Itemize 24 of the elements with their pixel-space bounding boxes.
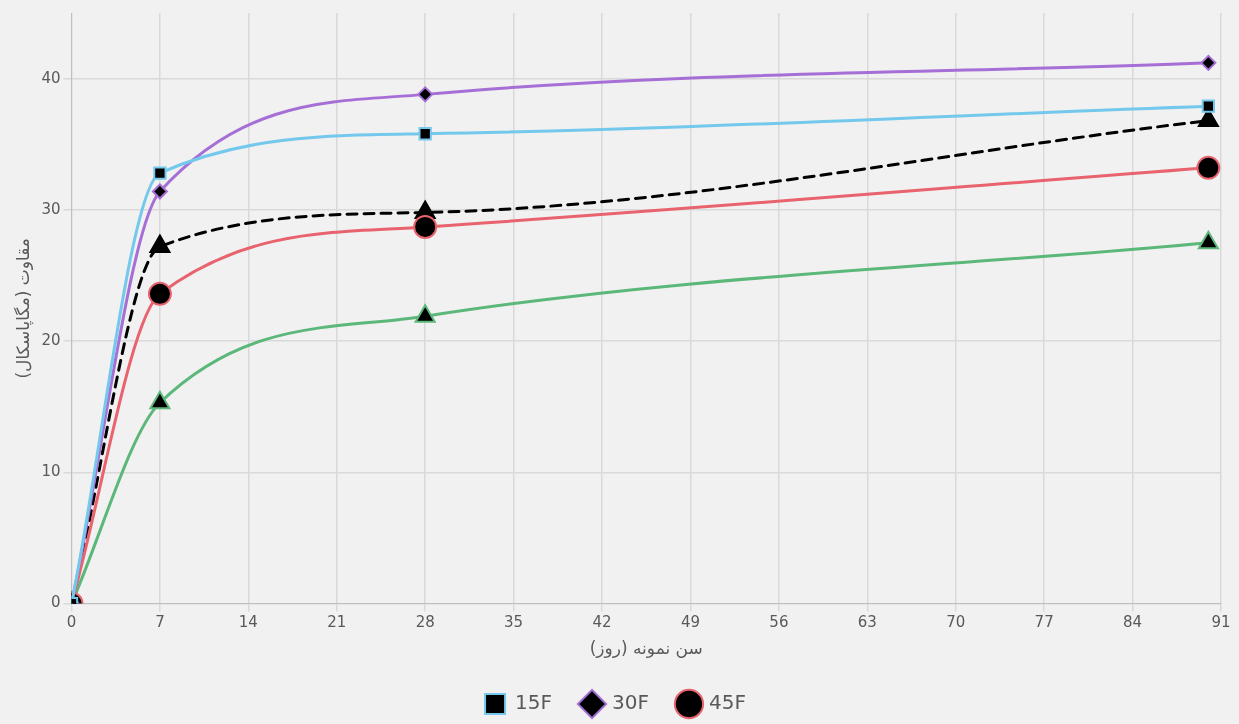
x-tick-label: 63 xyxy=(857,613,877,632)
x-tick-label: 77 xyxy=(1034,613,1054,632)
y-tick-label: 20 xyxy=(41,331,61,349)
x-tick-label: 70 xyxy=(946,613,966,632)
legend-label: 45F xyxy=(708,690,746,715)
x-tick-label: 14 xyxy=(238,613,258,632)
x-tick-label: 21 xyxy=(327,613,347,632)
x-tick-label: 91 xyxy=(1211,613,1231,632)
x-tick-label: 7 xyxy=(155,613,165,632)
x-tick-label: 56 xyxy=(769,613,789,632)
x-tick-label: 49 xyxy=(680,613,700,632)
y-tick-label: 0 xyxy=(50,593,61,612)
x-tick-label: 35 xyxy=(504,613,524,632)
y-tick-label: 10 xyxy=(41,462,61,481)
x-tick-label: 0 xyxy=(66,613,77,632)
x-tick-label: 42 xyxy=(592,613,612,632)
legend-label: 30F xyxy=(612,690,649,715)
x-axis-title: سن نمونه (روز) xyxy=(589,638,703,659)
legend-label: 15F xyxy=(515,690,553,715)
y-tick-label: 30 xyxy=(41,199,61,218)
x-tick-label: 84 xyxy=(1123,613,1143,632)
y-axis-title: مقاوت (مگاپاسکال) xyxy=(12,238,34,379)
x-tick-label: 28 xyxy=(415,613,435,632)
y-tick-label: 40 xyxy=(41,68,61,87)
